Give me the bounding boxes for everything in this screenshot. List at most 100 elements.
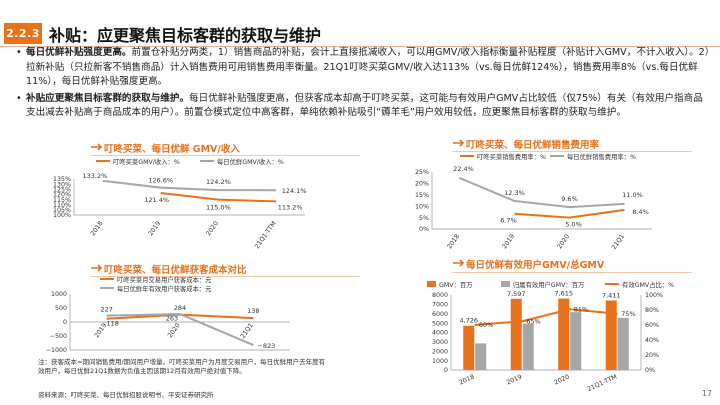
- x-tick-label: 21Q1: [611, 233, 626, 251]
- data-label: 6.7%: [500, 217, 517, 225]
- data-label: 126.6%: [148, 177, 173, 185]
- y-tick-label: −1000: [46, 347, 67, 354]
- y2-tick-label: 60%: [645, 322, 659, 329]
- y-tick-label: 0%: [419, 226, 429, 233]
- legend-label: 每日优鲜年有效用户获客成本：元: [117, 284, 212, 293]
- y-tick-label: 10%: [415, 203, 429, 210]
- bar-1: [510, 298, 522, 370]
- y-tick-label: 5%: [419, 215, 429, 222]
- y-tick-label: 1000: [51, 291, 67, 298]
- y-tick-label: 8000: [432, 292, 448, 299]
- y2-tick-label: 100%: [645, 292, 663, 299]
- x-tick-label: 2019: [506, 373, 523, 386]
- legend-label: GMV：百万: [439, 281, 473, 289]
- bullet-text: 前置仓补贴分两类，1）销售商品的补贴，会计上直接抵减收入，可以用GMV/收入指标…: [26, 47, 710, 88]
- chart-3-title-rule: [90, 276, 360, 277]
- legend-label: 叮咚买菜销售费用率：%: [477, 152, 546, 161]
- line-value-label: 75%: [621, 310, 635, 318]
- series-line-1: [514, 208, 625, 219]
- bar-value-label: 7,597: [507, 290, 526, 298]
- y-tick-label: 4000: [432, 330, 448, 337]
- bar-value-label: 7,615: [554, 290, 573, 298]
- data-label: −823: [257, 342, 275, 350]
- x-tick-label: 2019: [147, 220, 162, 237]
- y-tick-label: 1000: [432, 358, 448, 365]
- y-tick-label: 110%: [53, 202, 71, 209]
- x-tick-label: 2020: [556, 233, 571, 250]
- y-tick-label: 20%: [415, 181, 429, 188]
- bar-2: [570, 312, 582, 370]
- x-tick-label: 2018: [446, 233, 461, 250]
- chart-bullet-icon: [91, 264, 103, 272]
- y2-tick-label: 80%: [645, 307, 659, 314]
- bullet-item: • 每日优鲜补贴强度更高。前置仓补贴分两类，1）销售商品的补贴，会计上直接抵减收…: [10, 46, 710, 90]
- data-label: 263: [166, 315, 178, 323]
- bar-value-label: 4,726: [459, 317, 478, 325]
- chart-bullet-icon: [91, 143, 103, 151]
- x-tick-label: 2019: [501, 233, 516, 250]
- chart-2-title-rule: [452, 151, 692, 152]
- legend-label: 叮咚买菜GMV/收入：%: [113, 157, 180, 166]
- series-line-2: [106, 313, 254, 346]
- y2-tick-label: 0%: [645, 367, 655, 374]
- data-label: 5.0%: [565, 221, 582, 229]
- y-tick-label: 25%: [415, 169, 429, 176]
- chart-2-title: 叮咚买菜、每日优鲜销售费用率: [466, 140, 600, 151]
- data-label: 133.2%: [82, 172, 107, 180]
- bar-1: [605, 300, 617, 370]
- y-tick-label: 6000: [432, 311, 448, 318]
- legend-label: 每日优鲜销售费用率：%: [567, 152, 636, 161]
- y2-tick-label: 20%: [645, 352, 659, 359]
- bullet-lead: 补贴应更聚焦目标客群的获取与维护。: [26, 92, 190, 104]
- page-number: 17: [701, 389, 712, 398]
- bullet-dot-icon: •: [16, 92, 22, 104]
- y-tick-label: 500: [55, 305, 67, 312]
- y-tick-label: 5000: [432, 320, 448, 327]
- legend-label: 有效GMV占比：%: [622, 280, 674, 289]
- line-value-label: 60%: [479, 321, 493, 329]
- y-tick-label: 0: [444, 367, 448, 374]
- data-label: 113.2%: [278, 203, 303, 211]
- y2-tick-label: 40%: [645, 337, 659, 344]
- chart-1-title: 叮咚买菜、每日优鲜 GMV/收入: [104, 144, 240, 155]
- y-tick-label: 105%: [53, 207, 71, 214]
- y-tick-label: 2000: [432, 348, 448, 355]
- bar-2: [617, 317, 629, 370]
- x-tick-label: 2020: [553, 373, 570, 386]
- bullet-item: • 补贴应更聚焦目标客群的获取与维护。每日优鲜补贴强度更高，但获客成本却高于叮咚…: [10, 92, 710, 121]
- bar-1: [558, 298, 570, 370]
- bar-value-label: 7,411: [602, 292, 621, 300]
- y-tick-label: 120%: [53, 192, 71, 199]
- data-label: 284: [174, 304, 186, 312]
- data-label: 124.1%: [282, 187, 307, 195]
- data-label: 8.4%: [632, 208, 649, 216]
- data-label: 118: [106, 320, 118, 328]
- legend-swatch: [501, 281, 510, 287]
- x-tick-label: 2018: [458, 373, 475, 386]
- slide-title: 补贴：应更聚焦目标客群的获取与维护: [49, 26, 322, 45]
- y-tick-label: 135%: [53, 176, 71, 183]
- chart-2-sales-expense-ratio: 0% 5% 10% 15% 20% 25% 2018 2019 2020 21Q1 6.7% 5.0%…: [415, 152, 652, 251]
- chart-bullet-icon: [453, 259, 465, 267]
- y-tick-label: 130%: [53, 181, 71, 188]
- bullet-lead: 每日优鲜补贴强度更高。: [26, 47, 132, 58]
- y-tick-label: 3000: [432, 339, 448, 346]
- chart-3-title: 叮咚买菜、每日优鲜获客成本对比: [104, 265, 247, 276]
- x-tick-label: 2020: [205, 220, 220, 237]
- y-tick-label: 15%: [415, 192, 429, 199]
- y-tick-label: 100%: [53, 212, 71, 219]
- x-tick-label: 21Q1-TTM: [254, 220, 278, 250]
- legend-swatch: [427, 281, 436, 287]
- x-tick-label: 21Q1-TTM: [586, 373, 618, 393]
- bullet-dot-icon: •: [16, 47, 22, 58]
- data-label: 11.0%: [622, 191, 643, 199]
- series-line-1: [160, 191, 277, 203]
- chart-1-gmv-revenue: 100%105%110%115%120%125%130%135% 2018 2019…: [53, 157, 307, 250]
- data-label: 124.2%: [206, 178, 231, 186]
- x-tick-label: 2020: [167, 322, 182, 339]
- chart-4-effective-gmv: 0 1000 2000 3000 4000 5000 6000 7000 8000 0% 20% 40…: [427, 280, 674, 393]
- series-line-2: [102, 179, 277, 192]
- source-line: 资料来源：叮咚买菜、每日优鲜招股说明书、平安证券研究所: [38, 391, 214, 399]
- bullet-text: 每日优鲜补贴强度更高，但获客成本却高于叮咚买菜，这可能与有效用户GMV占比较低（…: [26, 92, 703, 119]
